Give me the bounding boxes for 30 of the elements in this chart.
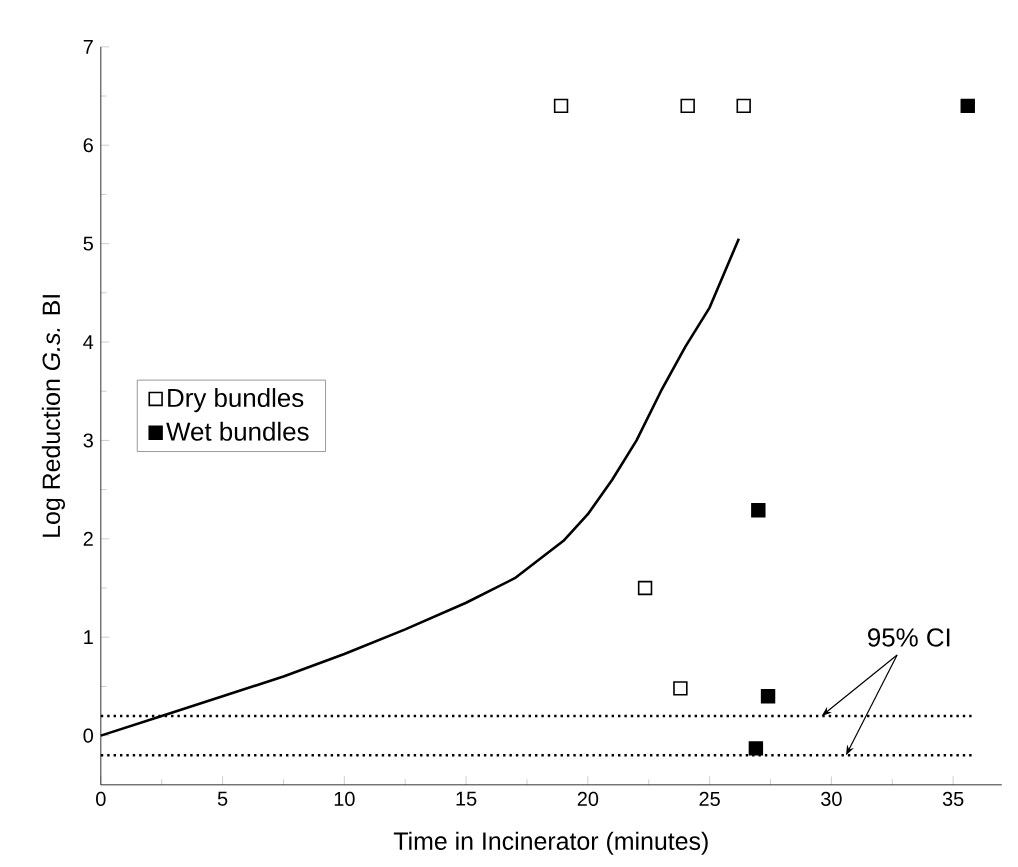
y-tick-label: 1: [84, 630, 93, 645]
x-tick-label: 20: [577, 791, 599, 806]
point: [748, 741, 764, 756]
x-tick-label: 30: [821, 791, 842, 806]
y-tick-label: 5: [83, 236, 93, 251]
legend-label: Wet bundles: [166, 421, 309, 441]
point: [751, 503, 766, 518]
x-axis-title: Time in Incinerator (minutes): [393, 831, 708, 855]
y-tick-label: 0: [83, 728, 94, 743]
y-tick-label: 6: [83, 138, 93, 153]
y-tick-label: 2: [83, 531, 93, 546]
y-axis-title: Log Reduction G.s. BI: [41, 295, 66, 537]
point: [680, 98, 695, 114]
x-tick-label: 25: [699, 791, 720, 806]
x-tick-label: 15: [456, 791, 477, 806]
y-tick-label: 4: [83, 335, 94, 349]
x-tick-label: 0: [96, 791, 106, 806]
point: [760, 689, 776, 704]
point: [960, 98, 975, 114]
point: [637, 580, 653, 596]
y-tick-label: 3: [83, 433, 93, 448]
point: [673, 681, 688, 696]
legend-label: Dry bundles: [168, 388, 304, 413]
x-tick-label: 5: [217, 791, 228, 806]
point: [736, 98, 751, 114]
y-tick-label: 7: [83, 39, 93, 54]
annotation: 95% CI: [868, 628, 950, 647]
x-tick-label: 10: [334, 791, 355, 806]
point: [553, 98, 569, 114]
x-tick-label: 35: [942, 791, 964, 806]
